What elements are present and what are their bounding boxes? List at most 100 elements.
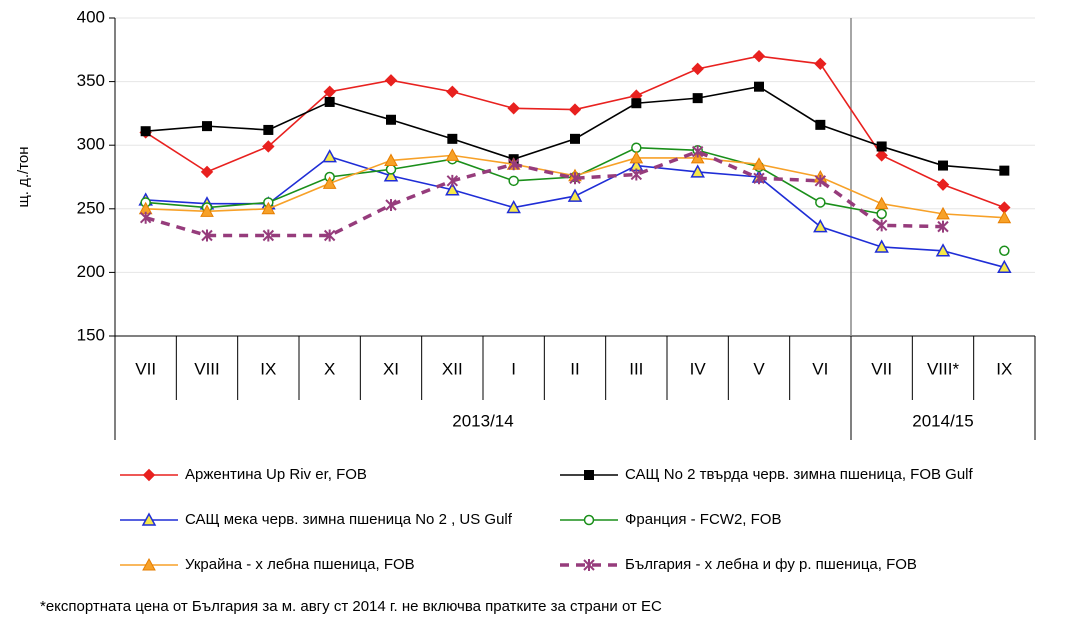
marker bbox=[139, 211, 152, 224]
marker bbox=[142, 557, 156, 571]
marker bbox=[876, 141, 887, 152]
x-tick-label: V bbox=[753, 359, 765, 378]
legend-label: Украйна - х лебна пшеница, FOB bbox=[185, 556, 415, 573]
marker bbox=[754, 81, 764, 92]
group-label: 2014/15 bbox=[912, 411, 973, 430]
x-tick-label: IV bbox=[690, 359, 707, 378]
x-tick-label: VII bbox=[871, 359, 892, 378]
series-line bbox=[145, 85, 1005, 172]
marker bbox=[323, 229, 336, 242]
marker bbox=[814, 57, 827, 70]
legend-label: Аржентина Up Riv er, FOB bbox=[185, 466, 367, 483]
marker bbox=[875, 149, 888, 162]
marker bbox=[629, 150, 644, 164]
marker bbox=[385, 164, 397, 175]
y-tick-label: 150 bbox=[77, 325, 105, 344]
marker bbox=[815, 197, 826, 208]
legend-label: Франция - FCW2, FOB bbox=[625, 511, 781, 528]
marker bbox=[447, 133, 458, 144]
marker bbox=[261, 201, 276, 215]
marker bbox=[814, 174, 827, 187]
x-tick-label: VI bbox=[812, 359, 828, 378]
marker bbox=[508, 175, 519, 187]
marker bbox=[446, 174, 459, 187]
marker bbox=[200, 165, 214, 179]
x-tick-label: X bbox=[324, 359, 335, 378]
marker bbox=[999, 245, 1010, 257]
marker bbox=[997, 210, 1012, 224]
marker bbox=[937, 220, 949, 233]
series-line bbox=[145, 55, 1005, 209]
marker bbox=[202, 121, 212, 132]
marker bbox=[384, 153, 398, 166]
y-tick-label: 300 bbox=[77, 135, 105, 154]
marker bbox=[630, 168, 643, 181]
marker bbox=[752, 157, 766, 170]
y-tick-label: 200 bbox=[77, 262, 105, 281]
footnote: *експортната цена от България за м. авгу… bbox=[40, 598, 662, 615]
x-tick-label: VII bbox=[135, 359, 156, 378]
marker bbox=[263, 124, 274, 135]
marker bbox=[874, 196, 889, 210]
marker bbox=[385, 198, 397, 211]
marker bbox=[445, 148, 460, 161]
marker bbox=[815, 119, 826, 130]
marker bbox=[383, 168, 399, 182]
y-tick-label: 350 bbox=[77, 71, 105, 90]
marker bbox=[692, 93, 703, 104]
marker bbox=[262, 229, 275, 242]
marker bbox=[507, 158, 520, 171]
y-tick-label: 250 bbox=[77, 198, 105, 217]
x-tick-label: XI bbox=[383, 359, 399, 378]
marker bbox=[938, 160, 948, 171]
marker bbox=[997, 259, 1012, 274]
marker bbox=[752, 49, 766, 63]
marker bbox=[876, 208, 887, 220]
marker bbox=[936, 178, 950, 191]
series-line bbox=[145, 149, 944, 238]
x-tick-label: IX bbox=[260, 359, 276, 378]
marker bbox=[445, 182, 460, 196]
marker bbox=[446, 85, 459, 98]
marker bbox=[570, 133, 580, 144]
marker bbox=[322, 176, 337, 189]
marker bbox=[201, 229, 213, 242]
marker bbox=[141, 512, 157, 526]
marker bbox=[142, 468, 156, 482]
marker bbox=[936, 206, 950, 220]
marker bbox=[322, 149, 337, 163]
x-tick-label: XII bbox=[442, 359, 463, 378]
x-tick-label: VIII bbox=[194, 359, 220, 378]
marker bbox=[386, 114, 396, 125]
marker bbox=[813, 219, 828, 233]
marker bbox=[384, 74, 398, 87]
marker bbox=[631, 98, 642, 109]
group-label: 2013/14 bbox=[452, 411, 513, 430]
y-axis-label: щ. д./тон bbox=[15, 146, 32, 207]
marker bbox=[690, 164, 705, 178]
marker bbox=[753, 172, 765, 185]
marker bbox=[506, 199, 521, 214]
x-tick-label: IX bbox=[996, 359, 1012, 378]
marker bbox=[200, 204, 214, 217]
marker bbox=[583, 514, 595, 526]
marker bbox=[324, 96, 335, 107]
marker bbox=[583, 559, 595, 571]
x-tick-label: I bbox=[511, 359, 516, 378]
legend-label: САЩ мека черв. зимна пшеница No 2 , US G… bbox=[185, 511, 513, 528]
marker bbox=[568, 103, 582, 116]
marker bbox=[875, 219, 888, 232]
marker bbox=[935, 243, 951, 257]
y-tick-label: 400 bbox=[77, 7, 105, 26]
marker bbox=[262, 140, 275, 153]
marker bbox=[569, 172, 581, 185]
marker bbox=[584, 470, 594, 480]
legend-label: САЩ No 2 твърда черв. зимна пшеница, FOB… bbox=[625, 466, 974, 483]
marker bbox=[999, 165, 1010, 176]
marker bbox=[567, 188, 583, 202]
marker bbox=[874, 239, 889, 253]
marker bbox=[140, 126, 151, 137]
x-tick-label: VIII* bbox=[927, 359, 960, 378]
x-tick-label: II bbox=[570, 359, 579, 378]
